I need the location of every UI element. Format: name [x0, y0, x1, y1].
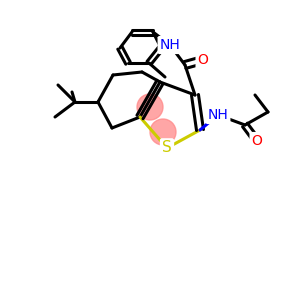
- Text: O: O: [198, 53, 208, 67]
- Circle shape: [137, 94, 163, 120]
- Text: NH: NH: [160, 38, 180, 52]
- Text: NH: NH: [208, 108, 228, 122]
- Text: O: O: [252, 134, 262, 148]
- Text: S: S: [162, 140, 172, 155]
- Circle shape: [150, 119, 176, 145]
